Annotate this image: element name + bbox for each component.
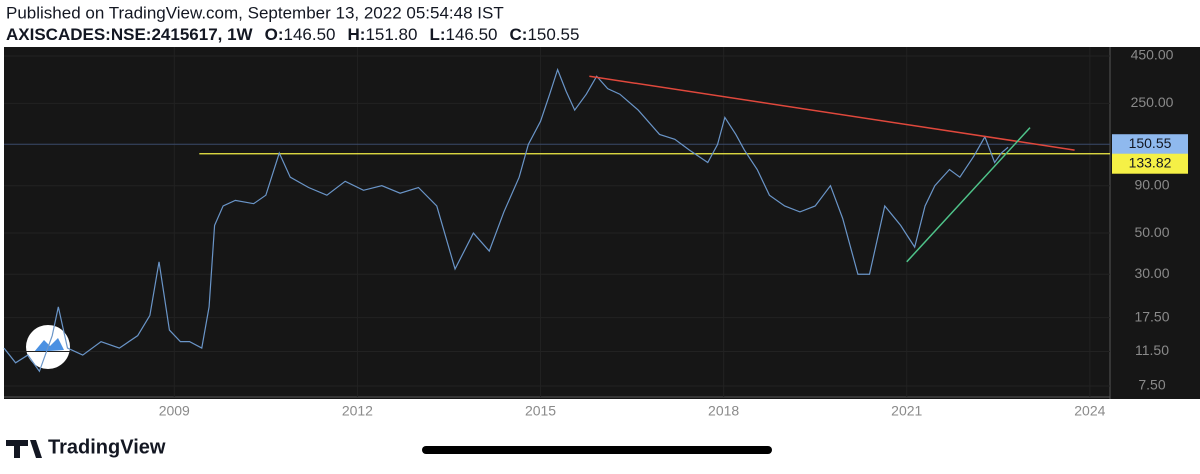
brand-logo [6,440,42,458]
last-price-box [1112,134,1188,155]
y-tick-label: 450.00 [1131,47,1174,63]
ohlc-value: 146.50 [445,25,497,44]
x-tick-label: 2021 [891,403,922,419]
trend-line [906,127,1031,263]
y-tick-label: 50.00 [1134,224,1169,240]
x-tick-label: 2024 [1074,403,1105,419]
ohlc-name: C: [509,25,527,44]
y-tick-label: 17.50 [1134,308,1169,324]
published-note: Published on TradingView.com, September … [6,3,504,22]
x-tick-label: 2009 [159,403,190,419]
y-tick-label: 7.50 [1138,377,1165,393]
y-tick-label: 30.00 [1134,265,1169,281]
brand-name: TradingView [48,436,166,458]
price-line [3,67,1009,373]
last-price-label: 150.55 [1129,135,1172,151]
x-tick-label: 2015 [525,403,556,419]
chart-bg [4,47,1200,399]
x-tick-label: 2012 [342,403,373,419]
level-label: 133.82 [1129,154,1172,170]
ohlc-name: O: [265,25,284,44]
ohlc-name: H: [347,25,365,44]
trend-line [589,75,1075,151]
ohlc-value: 151.80 [365,25,417,44]
x-tick-label: 2018 [708,403,739,419]
symbol: AXISCADES:NSE:2415617, 1W [6,25,254,44]
symbol-line: AXISCADES:NSE:2415617, 1W O:146.50 H:151.8… [6,25,579,44]
ohlc-name: L: [429,25,445,44]
ohlc-value: 150.55 [527,25,579,44]
home-indicator [422,446,772,454]
y-tick-label: 11.50 [1135,342,1169,358]
y-tick-label: 90.00 [1134,176,1169,192]
level-box [1112,153,1188,174]
ohlc-value: 146.50 [283,25,335,44]
y-tick-label: 250.00 [1131,94,1174,110]
